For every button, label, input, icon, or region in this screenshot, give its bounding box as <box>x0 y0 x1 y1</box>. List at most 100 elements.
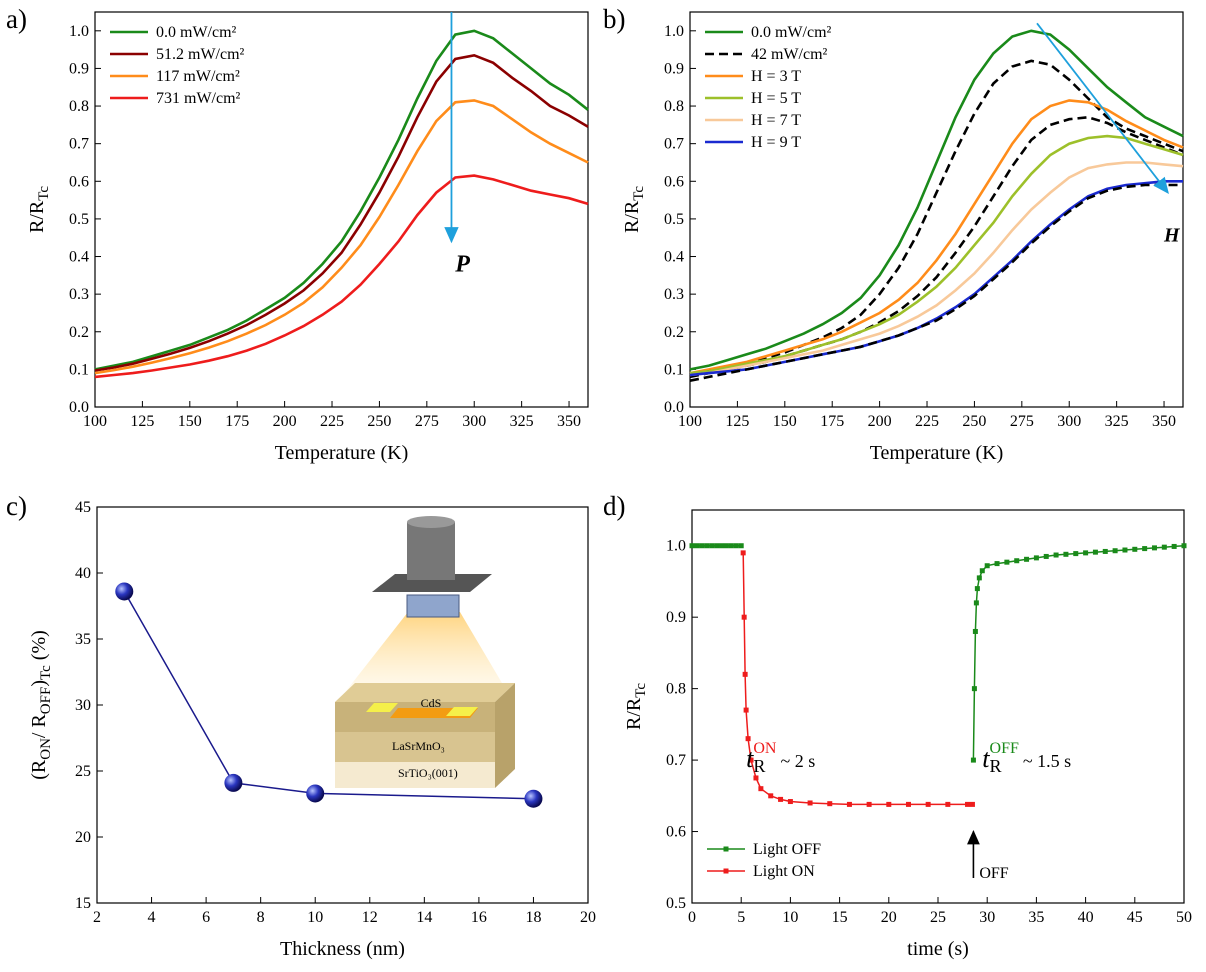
annotation-part: ~ 1.5 s <box>1023 751 1071 771</box>
y-tick-label: 0.9 <box>664 60 684 77</box>
annotation-part: OFF <box>990 740 1019 757</box>
data-point <box>714 543 720 549</box>
y-axis-label: (RON/ ROFF)Tc (%) <box>28 630 54 780</box>
y-tick-label: 1.0 <box>69 23 89 40</box>
x-tick-label: 275 <box>1010 413 1034 430</box>
legend-label: H = 5 T <box>751 90 801 107</box>
data-point <box>758 786 764 792</box>
legend-label: 117 mW/cm² <box>156 68 240 85</box>
x-tick-label: 275 <box>415 413 439 430</box>
annotation-part: ~ 2 s <box>780 751 815 771</box>
x-tick-label: 30 <box>979 909 995 926</box>
annotation-part: OFF <box>979 865 1008 882</box>
y-tick-label: 0.9 <box>69 60 89 77</box>
data-point <box>1014 558 1020 564</box>
data-point <box>886 801 892 807</box>
data-point <box>753 775 759 781</box>
data-point <box>969 801 975 807</box>
series-line <box>689 59 1184 379</box>
data-point <box>925 801 931 807</box>
legend-label: H = 3 T <box>751 68 801 85</box>
annotation: SrTiO₃(001) <box>398 766 458 780</box>
data-point <box>973 600 979 606</box>
y-tick-label: 0.2 <box>69 324 89 341</box>
y-axis-label-part: Tc <box>38 665 54 680</box>
annotation: LaSrMnO₃ <box>392 739 445 753</box>
y-tick-label: 0.6 <box>664 173 684 190</box>
x-tick-label: 18 <box>525 909 541 926</box>
data-point <box>694 543 700 549</box>
y-tick-label: 0.3 <box>664 286 684 303</box>
data-point <box>1132 546 1138 552</box>
x-tick-label: 45 <box>1127 909 1143 926</box>
y-tick-label: 25 <box>75 763 91 780</box>
y-axis-label-part: R/R <box>26 200 48 233</box>
data-point <box>728 543 734 549</box>
x-tick-label: 5 <box>737 909 745 926</box>
x-tick-label: 125 <box>130 413 154 430</box>
y-tick-label: 0.4 <box>664 249 684 266</box>
x-tick-label: 325 <box>510 413 534 430</box>
y-tick-label: 0.1 <box>69 361 89 378</box>
series-line <box>123 591 534 800</box>
series-line <box>692 544 1185 761</box>
y-tick-label: 0.8 <box>664 98 684 115</box>
x-tick-label: 250 <box>367 413 391 430</box>
data-point <box>1073 551 1079 557</box>
data-point <box>719 543 725 549</box>
x-tick-label: 4 <box>148 909 156 926</box>
x-tick-label: 20 <box>580 909 596 926</box>
x-tick-label: 15 <box>832 909 848 926</box>
x-tick-label: 0 <box>688 909 696 926</box>
y-axis-label-part: (R <box>28 759 50 780</box>
series-line <box>689 180 1183 377</box>
x-tick-label: 8 <box>257 909 265 926</box>
data-point <box>1033 555 1039 561</box>
x-tick-label: 300 <box>462 413 486 430</box>
data-point <box>733 543 739 549</box>
data-point <box>306 784 325 803</box>
plot-frame <box>689 11 1184 408</box>
y-tick-label: 0.8 <box>666 681 686 698</box>
data-point <box>738 543 744 549</box>
data-point <box>1151 545 1157 551</box>
data-point <box>1083 550 1089 556</box>
y-axis-label-part: R/R <box>623 697 645 730</box>
series-line <box>689 134 1184 375</box>
x-tick-label: 25 <box>930 909 946 926</box>
y-tick-label: 0.5 <box>664 211 684 228</box>
y-axis-label: R/RTc <box>26 186 52 233</box>
x-tick-label: 40 <box>1078 909 1094 926</box>
data-point <box>778 796 784 802</box>
legend-marker <box>723 868 729 874</box>
y-tick-label: 0.7 <box>69 136 89 153</box>
data-point <box>984 563 990 569</box>
y-axis-label: R/RTc <box>621 186 647 233</box>
data-point <box>768 793 774 799</box>
x-axis-label: Temperature (K) <box>275 442 409 464</box>
data-point <box>807 800 813 806</box>
y-tick-label: 45 <box>75 499 91 516</box>
y-tick-label: 0.0 <box>664 399 684 416</box>
y-axis-label-part: / R <box>28 714 50 739</box>
annotation-part: R <box>753 757 765 777</box>
y-tick-label: 0.1 <box>664 361 684 378</box>
annotation: P <box>454 252 470 278</box>
data-point <box>1181 543 1187 549</box>
x-tick-label: 14 <box>416 909 432 926</box>
data-point <box>740 550 746 556</box>
y-tick-label: 40 <box>75 565 91 582</box>
y-axis-label-part: (%) <box>28 630 50 665</box>
data-point <box>970 757 976 763</box>
series-line <box>689 29 1184 371</box>
data-point <box>827 801 833 807</box>
series-line <box>689 115 1184 377</box>
y-tick-label: 20 <box>75 829 91 846</box>
plot-frame <box>94 11 589 408</box>
annotation: tRON~ 2 s <box>746 740 815 777</box>
annotation-part: ON <box>753 740 777 757</box>
data-point <box>1004 559 1010 565</box>
data-point <box>971 686 977 692</box>
x-tick-label: 175 <box>225 413 249 430</box>
y-tick-label: 0.6 <box>69 173 89 190</box>
